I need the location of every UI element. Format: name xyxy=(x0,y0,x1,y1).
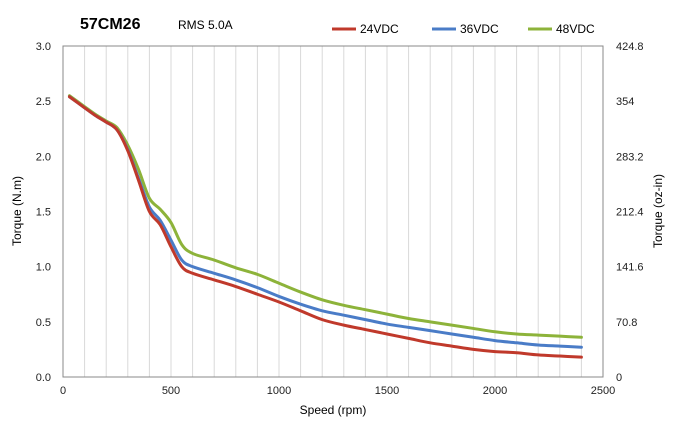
y2-tick-label: 141.6 xyxy=(616,262,644,274)
chart-title: 57CM26 xyxy=(80,16,141,33)
y2-tick-label: 424.8 xyxy=(616,41,644,53)
series-group xyxy=(67,94,583,359)
series-line-24vdc xyxy=(67,95,583,359)
y-axis-title: Torque (N.m) xyxy=(10,176,24,246)
x-tick-label: 2500 xyxy=(591,385,615,397)
y2-tick-label: 283.2 xyxy=(616,151,644,163)
y-tick-label: 2.0 xyxy=(36,151,51,163)
y-tick-label: 2.5 xyxy=(36,96,51,108)
y2-tick-label: 354 xyxy=(616,96,634,108)
series-line-48vdc xyxy=(67,94,583,339)
y2-axis-title: Torque (oz-in) xyxy=(651,174,665,248)
legend-label-48vdc: 48VDC xyxy=(556,22,595,36)
x-tick-label: 0 xyxy=(60,385,66,397)
x-tick-label: 1000 xyxy=(267,385,291,397)
grid xyxy=(84,46,582,377)
legend: 24VDC 36VDC 48VDC xyxy=(332,22,595,36)
x-tick-label: 2000 xyxy=(483,385,507,397)
x-tick-label: 1500 xyxy=(375,385,399,397)
plot-area-border xyxy=(62,45,604,378)
y-tick-label: 1.0 xyxy=(36,262,51,274)
y2-tick-label: 0 xyxy=(616,372,622,384)
chart-subtitle: RMS 5.0A xyxy=(178,18,233,32)
y2-tick-label: 70.8 xyxy=(616,317,637,329)
y-tick-label: 3.0 xyxy=(36,41,51,53)
x-tick-label: 500 xyxy=(162,385,180,397)
x-axis-title: Speed (rpm) xyxy=(300,403,367,417)
y-tick-label: 0.5 xyxy=(36,317,51,329)
y-tick-label: 0.0 xyxy=(36,372,51,384)
legend-label-36vdc: 36VDC xyxy=(460,22,499,36)
y-tick-label: 1.5 xyxy=(36,207,51,219)
legend-label-24vdc: 24VDC xyxy=(360,22,399,36)
y2-tick-label: 212.4 xyxy=(616,207,644,219)
tick-labels: 0 500 1000 1500 2000 2500 0.0 0.5 1.0 1.5 2.0 2.5 3.… xyxy=(36,41,644,397)
